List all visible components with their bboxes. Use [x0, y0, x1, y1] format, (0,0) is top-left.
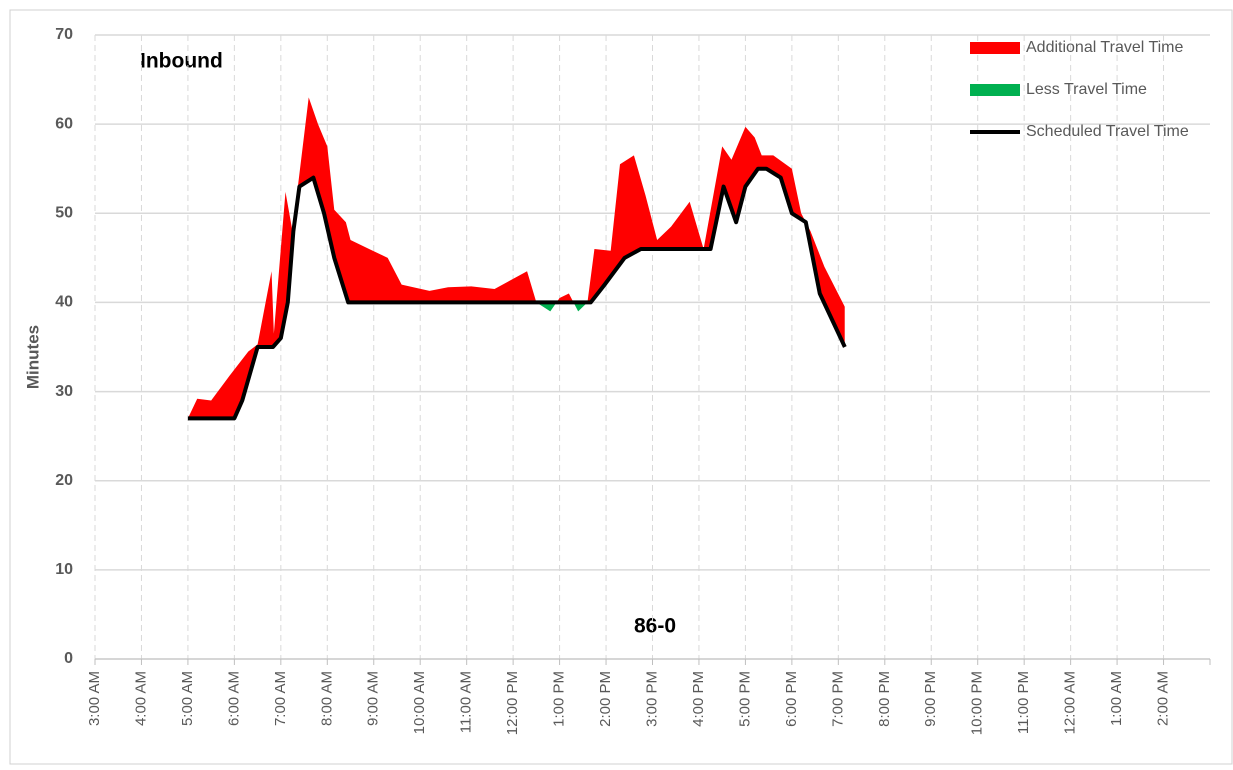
- legend-label: Additional Travel Time: [1026, 39, 1184, 56]
- x-tick-label: 11:00 AM: [458, 671, 475, 733]
- y-tick-label: 20: [55, 472, 73, 489]
- x-tick-label: 8:00 PM: [876, 671, 893, 727]
- x-tick-label: 8:00 AM: [318, 671, 335, 726]
- x-tick-label: 2:00 AM: [1155, 671, 1172, 726]
- legend-swatch: [970, 84, 1020, 96]
- x-tick-label: 4:00 PM: [690, 671, 707, 727]
- x-tick-label: 11:00 PM: [1015, 671, 1032, 734]
- x-tick-label: 1:00 PM: [551, 671, 568, 727]
- x-tick-label: 4:00 AM: [132, 671, 149, 726]
- legend-label: Less Travel Time: [1026, 81, 1147, 98]
- y-tick-label: 70: [55, 26, 73, 43]
- y-tick-label: 30: [55, 383, 73, 400]
- x-tick-label: 1:00 AM: [1108, 671, 1125, 726]
- x-tick-label: 5:00 PM: [736, 671, 753, 727]
- x-tick-label: 2:00 PM: [597, 671, 614, 727]
- additional-area: [187, 97, 845, 419]
- x-tick-label: 3:00 PM: [643, 671, 660, 727]
- y-axis-label: Minutes: [23, 325, 42, 389]
- x-tick-label: 6:00 PM: [783, 671, 800, 727]
- y-tick-label: 50: [55, 205, 73, 222]
- x-tick-label: 5:00 AM: [179, 671, 196, 726]
- x-tick-label: 7:00 PM: [829, 671, 846, 727]
- scheduled-line: [187, 166, 847, 421]
- y-tick-label: 60: [55, 115, 73, 132]
- y-tick-label: 0: [64, 650, 73, 667]
- chart-title: Inbound: [140, 50, 223, 73]
- y-tick-label: 10: [55, 561, 73, 578]
- legend-swatch: [970, 42, 1020, 54]
- x-tick-label: 12:00 PM: [504, 671, 521, 735]
- x-tick-label: 10:00 AM: [411, 671, 428, 734]
- frame: [9, 9, 1233, 765]
- x-tick-label: 9:00 AM: [365, 671, 382, 726]
- x-tick-label: 7:00 AM: [272, 671, 289, 726]
- annotation: 86-0: [634, 615, 676, 638]
- legend-label: Scheduled Travel Time: [1026, 123, 1189, 140]
- x-tick-label: 12:00 AM: [1062, 671, 1079, 734]
- x-tick-label: 3:00 AM: [86, 671, 103, 726]
- y-tick-label: 40: [55, 294, 73, 311]
- x-tick-label: 9:00 PM: [922, 671, 939, 727]
- x-tick-label: 10:00 PM: [969, 671, 986, 735]
- x-tick-label: 6:00 AM: [225, 671, 242, 726]
